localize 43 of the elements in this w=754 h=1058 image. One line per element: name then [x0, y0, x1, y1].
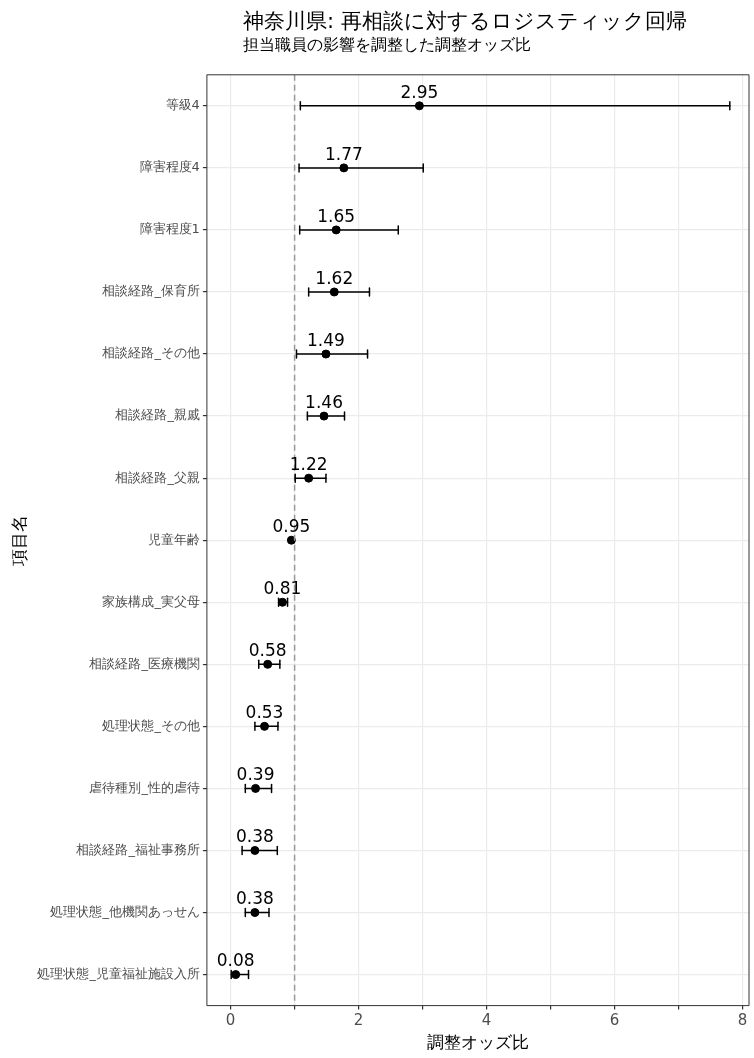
data-label: 1.49	[307, 329, 345, 350]
point	[286, 535, 296, 545]
data-label: 0.38	[235, 888, 274, 909]
data-label: 1.65	[317, 205, 356, 226]
data-label: 0.53	[245, 702, 284, 723]
y-tick-label: 相談経路_福祉事務所	[76, 841, 200, 857]
x-tick-label: 0	[225, 1011, 236, 1030]
point	[251, 783, 261, 793]
data-label: 0.58	[248, 640, 287, 661]
chart-title: 神奈川県: 再相談に対するロジスティック回帰	[243, 8, 688, 34]
y-tick-label: 処理状態_他機関あっせん	[50, 903, 200, 919]
y-tick-label: 児童年齢	[147, 531, 200, 547]
y-tick-label: 処理状態_その他	[102, 717, 200, 733]
y-tick-label: 相談経路_医療機関	[89, 655, 200, 671]
data-label: 1.77	[324, 143, 363, 164]
data-label: 1.62	[315, 267, 354, 288]
y-tick-label: 相談経路_保育所	[102, 283, 200, 299]
data-label: 0.38	[235, 826, 274, 847]
y-tick-label: 虐待種別_性的虐待	[89, 779, 200, 795]
x-tick-label: 4	[481, 1011, 492, 1030]
x-tick-label: 2	[353, 1011, 364, 1030]
y-tick-label: 相談経路_その他	[102, 345, 200, 361]
y-tick-label: 障害程度4	[139, 159, 200, 175]
y-tick-label: 処理状態_児童福祉施設入所	[37, 965, 200, 981]
data-label: 0.95	[272, 516, 311, 537]
point	[263, 659, 273, 669]
y-tick-label: 障害程度1	[139, 221, 200, 237]
data-label: 0.08	[216, 950, 255, 971]
x-tick-label: 8	[737, 1011, 748, 1030]
y-tick-label: 家族構成_実父母	[102, 593, 200, 609]
data-label: 1.46	[305, 392, 343, 413]
x-axis-title: 調整オッズ比	[426, 1032, 529, 1053]
y-tick-label: 相談経路_父親	[115, 469, 200, 485]
data-label: 0.39	[236, 764, 275, 785]
y-tick-label: 等級4	[165, 97, 200, 113]
chart-subtitle: 担当職員の影響を調整した調整オッズ比	[243, 34, 532, 56]
data-label: 1.22	[289, 454, 328, 475]
point	[260, 721, 269, 731]
data-label: 0.81	[263, 578, 302, 599]
data-label: 2.95	[400, 81, 439, 102]
y-axis-title: 項目名	[8, 514, 29, 567]
y-tick-label: 相談経路_親戚	[115, 407, 200, 423]
x-tick-label: 6	[609, 1011, 620, 1030]
